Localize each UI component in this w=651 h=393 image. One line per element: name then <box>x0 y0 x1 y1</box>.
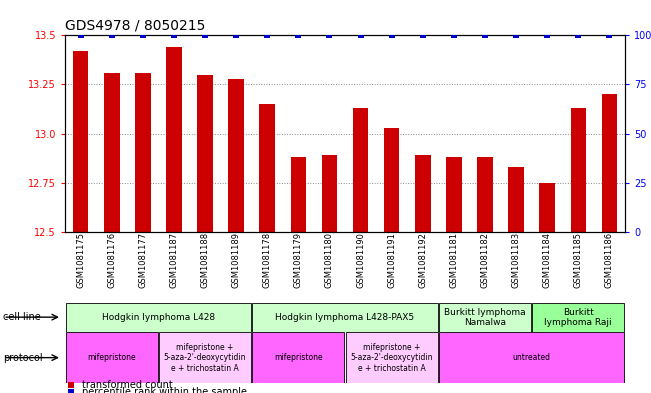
Text: GSM1081186: GSM1081186 <box>605 232 614 288</box>
Text: GSM1081190: GSM1081190 <box>356 232 365 288</box>
Bar <box>73 51 89 232</box>
Text: GSM1081191: GSM1081191 <box>387 232 396 288</box>
Bar <box>197 75 213 232</box>
Bar <box>415 155 430 232</box>
Text: GSM1081181: GSM1081181 <box>449 232 458 288</box>
Text: Burkitt
lymphoma Raji: Burkitt lymphoma Raji <box>544 308 612 327</box>
Text: GDS4978 / 8050215: GDS4978 / 8050215 <box>65 19 206 33</box>
Bar <box>439 332 624 383</box>
Bar <box>166 47 182 232</box>
Text: GSM1081178: GSM1081178 <box>263 232 271 288</box>
Bar <box>446 157 462 232</box>
Bar <box>253 332 344 383</box>
Text: untreated: untreated <box>512 353 551 362</box>
Text: GSM1081179: GSM1081179 <box>294 232 303 288</box>
Bar <box>540 183 555 232</box>
Text: GSM1081188: GSM1081188 <box>201 232 210 288</box>
Bar <box>66 303 251 332</box>
Text: Hodgkin lymphoma L428: Hodgkin lymphoma L428 <box>102 313 215 322</box>
Bar <box>135 73 150 232</box>
Bar <box>477 157 493 232</box>
Bar <box>229 79 244 232</box>
Text: mifepristone: mifepristone <box>87 353 136 362</box>
Bar <box>104 73 120 232</box>
Text: GSM1081177: GSM1081177 <box>139 232 147 288</box>
Bar <box>384 128 400 232</box>
Bar <box>290 157 306 232</box>
Text: GSM1081192: GSM1081192 <box>419 232 427 288</box>
Bar <box>159 332 251 383</box>
Bar <box>253 303 437 332</box>
Text: GSM1081175: GSM1081175 <box>76 232 85 288</box>
Text: GSM1081189: GSM1081189 <box>232 232 241 288</box>
Bar <box>439 303 531 332</box>
Text: GSM1081183: GSM1081183 <box>512 232 521 288</box>
Bar <box>322 155 337 232</box>
Bar <box>260 104 275 232</box>
Text: transformed count: transformed count <box>82 380 173 390</box>
Text: cell line: cell line <box>3 312 41 322</box>
Text: Hodgkin lymphoma L428-PAX5: Hodgkin lymphoma L428-PAX5 <box>275 313 415 322</box>
Bar <box>508 167 524 232</box>
Bar <box>570 108 586 232</box>
Text: GSM1081187: GSM1081187 <box>169 232 178 288</box>
Text: mifepristone: mifepristone <box>274 353 323 362</box>
Text: GSM1081180: GSM1081180 <box>325 232 334 288</box>
Bar <box>346 332 437 383</box>
Bar <box>66 332 158 383</box>
Text: mifepristone +
5-aza-2'-deoxycytidin
e + trichostatin A: mifepristone + 5-aza-2'-deoxycytidin e +… <box>350 343 433 373</box>
Bar <box>533 303 624 332</box>
Text: GSM1081182: GSM1081182 <box>480 232 490 288</box>
Bar <box>353 108 368 232</box>
Bar <box>602 94 617 232</box>
Text: protocol: protocol <box>3 353 43 363</box>
Text: GSM1081176: GSM1081176 <box>107 232 117 288</box>
Text: GSM1081184: GSM1081184 <box>543 232 551 288</box>
Text: percentile rank within the sample: percentile rank within the sample <box>82 387 247 393</box>
Text: GSM1081185: GSM1081185 <box>574 232 583 288</box>
Text: mifepristone +
5-aza-2'-deoxycytidin
e + trichostatin A: mifepristone + 5-aza-2'-deoxycytidin e +… <box>164 343 246 373</box>
Text: Burkitt lymphoma
Namalwa: Burkitt lymphoma Namalwa <box>444 308 526 327</box>
